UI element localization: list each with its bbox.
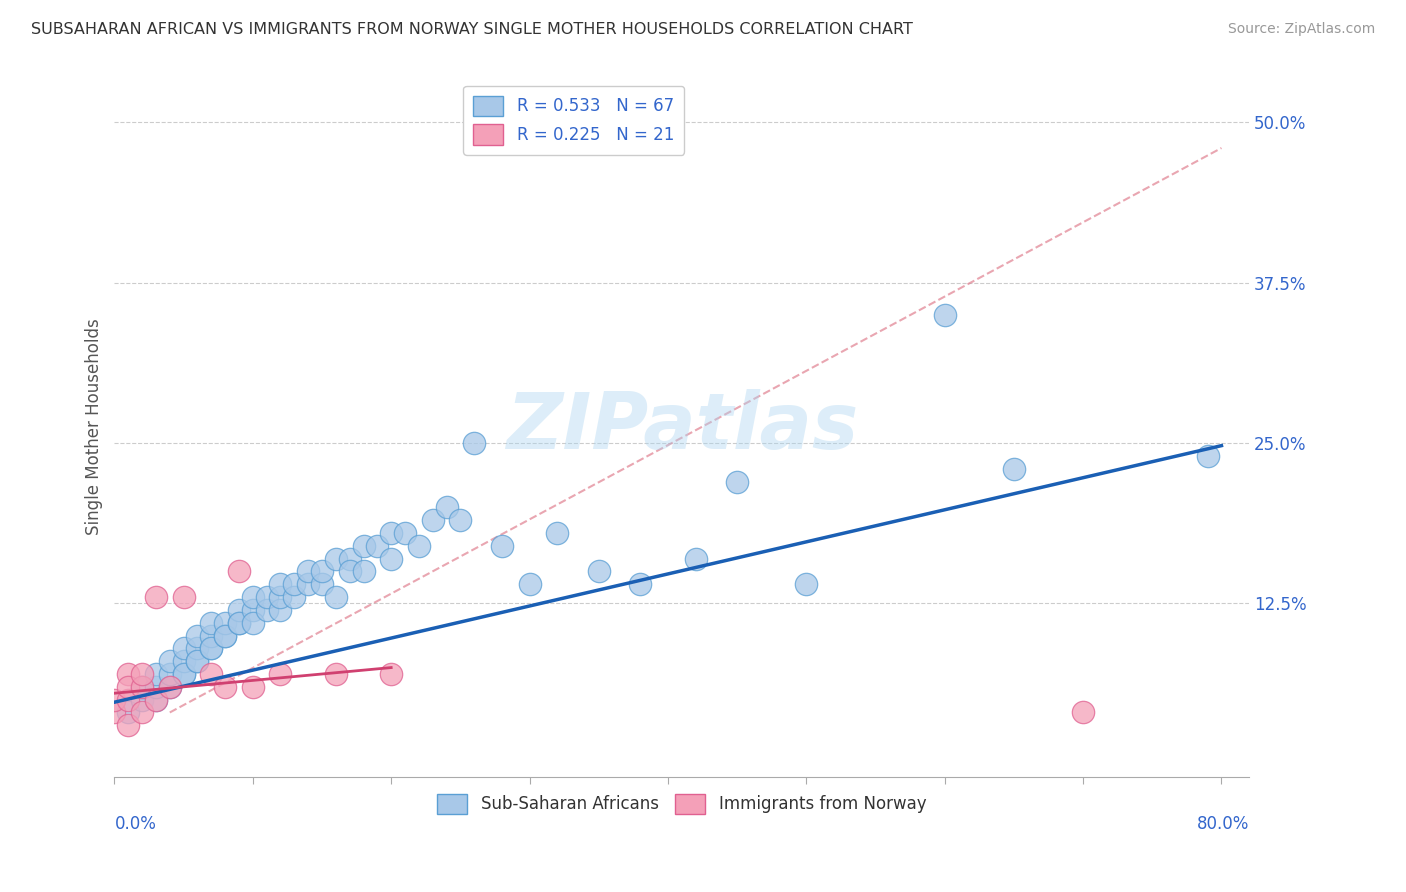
Point xyxy=(173,641,195,656)
Point xyxy=(1197,449,1219,463)
Point xyxy=(934,308,956,322)
Point xyxy=(297,565,319,579)
Point xyxy=(325,667,347,681)
Point xyxy=(339,565,361,579)
Point xyxy=(117,706,139,720)
Point xyxy=(546,525,568,540)
Point xyxy=(436,500,458,515)
Point xyxy=(173,667,195,681)
Point xyxy=(256,603,278,617)
Point xyxy=(131,706,153,720)
Point xyxy=(449,513,471,527)
Point xyxy=(200,615,222,630)
Point xyxy=(519,577,541,591)
Point xyxy=(311,577,333,591)
Point xyxy=(228,603,250,617)
Point xyxy=(131,680,153,694)
Point xyxy=(173,667,195,681)
Point xyxy=(283,590,305,604)
Point xyxy=(491,539,513,553)
Text: Source: ZipAtlas.com: Source: ZipAtlas.com xyxy=(1227,22,1375,37)
Point xyxy=(117,692,139,706)
Point xyxy=(325,590,347,604)
Point xyxy=(145,680,167,694)
Point xyxy=(297,577,319,591)
Point xyxy=(242,615,264,630)
Point xyxy=(200,667,222,681)
Point xyxy=(269,667,291,681)
Point xyxy=(186,654,208,668)
Point xyxy=(131,680,153,694)
Point xyxy=(131,667,153,681)
Point xyxy=(117,667,139,681)
Point xyxy=(588,565,610,579)
Text: 80.0%: 80.0% xyxy=(1197,815,1249,833)
Point xyxy=(366,539,388,553)
Point xyxy=(200,628,222,642)
Point xyxy=(145,692,167,706)
Point xyxy=(353,565,375,579)
Point xyxy=(159,667,181,681)
Point xyxy=(186,628,208,642)
Point xyxy=(145,667,167,681)
Point xyxy=(269,603,291,617)
Point xyxy=(422,513,444,527)
Text: 0.0%: 0.0% xyxy=(114,815,156,833)
Point xyxy=(242,603,264,617)
Point xyxy=(408,539,430,553)
Point xyxy=(145,590,167,604)
Point xyxy=(311,565,333,579)
Point xyxy=(394,525,416,540)
Point xyxy=(186,641,208,656)
Point xyxy=(463,436,485,450)
Point xyxy=(131,692,153,706)
Point xyxy=(159,680,181,694)
Text: ZIPatlas: ZIPatlas xyxy=(506,389,858,465)
Point xyxy=(269,590,291,604)
Point xyxy=(339,551,361,566)
Y-axis label: Single Mother Households: Single Mother Households xyxy=(86,318,103,535)
Point xyxy=(380,551,402,566)
Point xyxy=(794,577,817,591)
Point xyxy=(353,539,375,553)
Point xyxy=(725,475,748,489)
Point xyxy=(283,577,305,591)
Point xyxy=(228,615,250,630)
Point xyxy=(200,641,222,656)
Point xyxy=(228,565,250,579)
Point xyxy=(228,615,250,630)
Point xyxy=(117,680,139,694)
Point xyxy=(145,692,167,706)
Point xyxy=(269,577,291,591)
Point xyxy=(214,680,236,694)
Legend: Sub-Saharan Africans, Immigrants from Norway: Sub-Saharan Africans, Immigrants from No… xyxy=(430,787,934,821)
Point xyxy=(685,551,707,566)
Point xyxy=(256,590,278,604)
Point xyxy=(628,577,651,591)
Point xyxy=(200,641,222,656)
Point xyxy=(1071,706,1094,720)
Point xyxy=(380,667,402,681)
Point xyxy=(173,654,195,668)
Point xyxy=(103,692,125,706)
Point xyxy=(380,525,402,540)
Point xyxy=(1002,461,1025,475)
Point xyxy=(186,654,208,668)
Point xyxy=(242,590,264,604)
Point xyxy=(117,718,139,732)
Point xyxy=(103,706,125,720)
Point xyxy=(242,680,264,694)
Point xyxy=(173,590,195,604)
Text: SUBSAHARAN AFRICAN VS IMMIGRANTS FROM NORWAY SINGLE MOTHER HOUSEHOLDS CORRELATIO: SUBSAHARAN AFRICAN VS IMMIGRANTS FROM NO… xyxy=(31,22,912,37)
Point xyxy=(214,628,236,642)
Point xyxy=(159,654,181,668)
Point xyxy=(325,551,347,566)
Point xyxy=(214,628,236,642)
Point xyxy=(159,680,181,694)
Point xyxy=(214,615,236,630)
